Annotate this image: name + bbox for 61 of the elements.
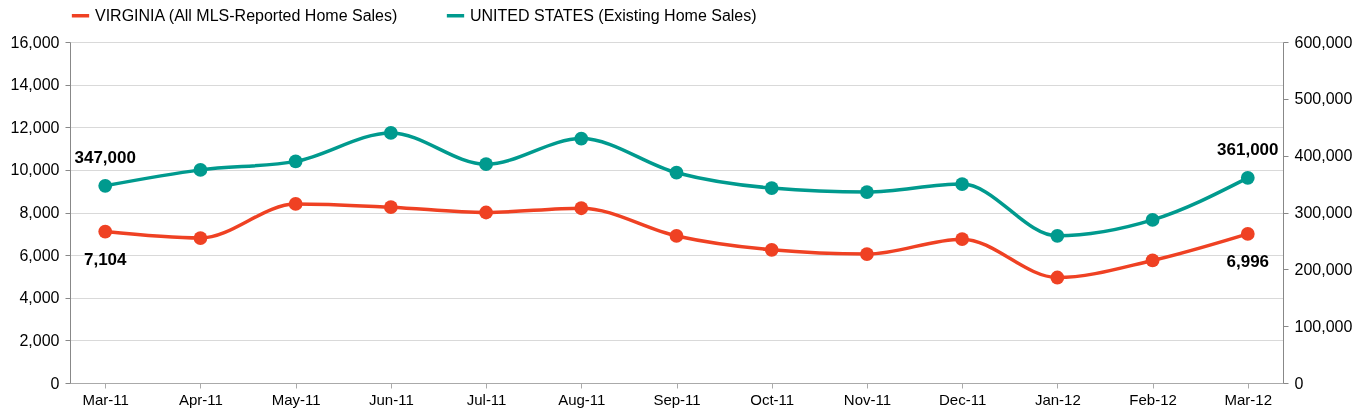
y2-tick-label: 200,000 — [1294, 260, 1353, 278]
x-tick-label: Mar-11 — [82, 390, 129, 408]
data-label: 361,000 — [1217, 139, 1279, 159]
data-label: 6,996 — [1226, 251, 1270, 271]
y-tick-label: 8,000 — [19, 204, 60, 221]
point — [479, 205, 493, 220]
x-tick-label: Dec-11 — [939, 390, 987, 408]
point — [383, 200, 398, 215]
x-tick-label: Jun-11 — [368, 390, 414, 408]
y-tick-label: 10,000 — [10, 161, 60, 179]
point — [288, 197, 303, 211]
point — [764, 181, 779, 195]
y2-tick-label: 0 — [1294, 374, 1304, 392]
legend-label: UNITED STATES (Existing Home Sales) — [470, 6, 757, 24]
point — [288, 154, 303, 169]
x-tick-label: Sep-11 — [653, 390, 701, 408]
point — [1145, 213, 1160, 227]
point — [955, 177, 970, 191]
point — [1240, 227, 1255, 241]
data-label: 347,000 — [74, 147, 136, 167]
point — [574, 201, 589, 216]
point — [1145, 253, 1160, 268]
y2-tick-label: 500,000 — [1294, 90, 1353, 108]
x-tick-label: Jul-11 — [466, 390, 507, 408]
x-tick-label: Oct-11 — [750, 390, 795, 408]
y2-tick-label: 400,000 — [1294, 147, 1353, 165]
point — [955, 232, 970, 247]
point — [860, 185, 874, 199]
point — [764, 242, 779, 257]
y-tick-label: 2,000 — [19, 331, 60, 349]
point — [1240, 170, 1255, 185]
point — [1050, 270, 1065, 285]
legend-label: VIRGINIA (All MLS-Reported Home Sales) — [95, 6, 398, 24]
data-label: 7,104 — [83, 249, 128, 269]
y2-tick-label: 600,000 — [1294, 33, 1353, 51]
x-tick-label: Apr-11 — [178, 390, 223, 408]
y2-tick-label: 100,000 — [1294, 317, 1353, 335]
y-tick-label: 4,000 — [19, 289, 60, 307]
y-tick-label: 6,000 — [19, 246, 60, 264]
point — [479, 157, 493, 172]
y-tick-label: 14,000 — [10, 76, 60, 94]
x-tick-label: Feb-12 — [1129, 390, 1177, 408]
y-tick-label: 0 — [50, 374, 60, 392]
point — [98, 224, 113, 239]
x-tick-label: May-11 — [271, 390, 321, 408]
y-tick-label: 16,000 — [10, 33, 60, 51]
point — [860, 247, 874, 261]
point — [193, 163, 208, 177]
point — [574, 131, 589, 146]
point — [1050, 228, 1065, 243]
x-tick-label: Nov-11 — [843, 390, 892, 408]
point — [193, 231, 208, 245]
x-tick-label: Mar-12 — [1224, 390, 1273, 408]
point — [669, 165, 684, 180]
point — [98, 178, 113, 193]
x-tick-label: Jan-12 — [1034, 390, 1081, 408]
y2-tick-label: 300,000 — [1294, 204, 1353, 221]
x-tick-label: Aug-11 — [558, 390, 606, 408]
point — [669, 229, 684, 243]
point — [383, 126, 398, 140]
y-tick-label: 12,000 — [10, 118, 60, 136]
